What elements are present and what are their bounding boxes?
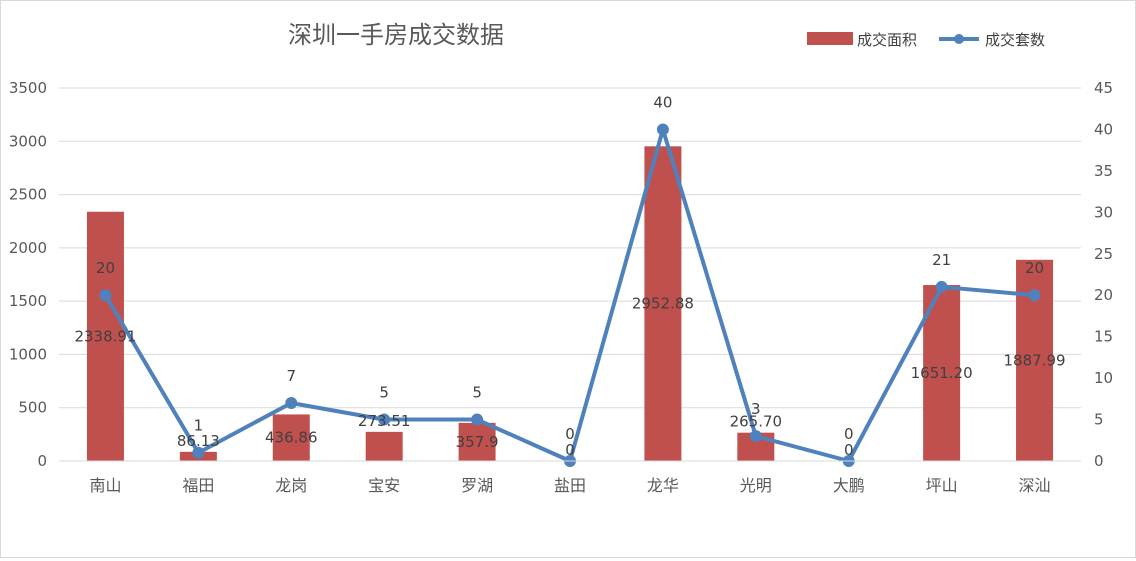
line-data-label: 0	[565, 425, 575, 443]
left-axis-tick: 500	[18, 399, 47, 417]
bar	[458, 422, 496, 461]
line-data-label: 5	[472, 384, 482, 402]
bar	[923, 285, 961, 461]
right-axis: 0 5 10 15 20 25 30 35 40 45	[1094, 79, 1113, 470]
right-axis-tick: 30	[1094, 203, 1113, 221]
bar-data-label: 0	[565, 441, 575, 459]
category-label: 光明	[740, 476, 772, 495]
line-point	[378, 413, 391, 426]
bar	[86, 211, 124, 461]
category-label: 福田	[182, 476, 214, 495]
right-axis-tick: 0	[1094, 452, 1104, 470]
right-axis-tick: 40	[1094, 120, 1113, 138]
left-axis-tick: 2500	[9, 186, 47, 204]
left-axis-tick: 1000	[9, 345, 47, 363]
line-data-label: 0	[844, 425, 854, 443]
bar-data-label: 265.70	[730, 413, 783, 431]
line-point	[656, 123, 669, 136]
line-data-label: 3	[751, 400, 761, 418]
line-point	[285, 396, 298, 409]
bar-data-label: 273.51	[358, 412, 411, 430]
category-label: 罗湖	[461, 476, 493, 495]
chart-title: 深圳一手房成交数据	[288, 21, 504, 49]
category-label: 深汕	[1019, 476, 1051, 495]
category-label: 南山	[89, 476, 121, 495]
right-axis-tick: 25	[1094, 245, 1113, 263]
right-axis-tick: 35	[1094, 162, 1113, 180]
right-axis-tick: 15	[1094, 328, 1113, 346]
line-data-label: 5	[379, 384, 389, 402]
bar-data-label: 0	[844, 441, 854, 459]
right-axis-tick: 10	[1094, 369, 1113, 387]
legend-line-marker	[954, 34, 964, 44]
category-label: 宝安	[368, 476, 400, 495]
bar-data-label: 1887.99	[1004, 351, 1066, 369]
legend-label-count: 成交套数	[985, 31, 1045, 49]
line-point	[99, 289, 112, 302]
left-axis-tick: 2000	[9, 239, 47, 257]
line-data-label: 40	[653, 93, 672, 111]
line-point	[749, 430, 762, 443]
line-data-label: 20	[1025, 259, 1044, 277]
category-label: 龙岗	[275, 476, 307, 495]
bar-data-label: 357.9	[456, 433, 499, 451]
line-data-label: 7	[286, 367, 296, 385]
category-axis: 南山 福田 龙岗 宝安 罗湖 盐田 龙华 光明 大鹏 坪山 深汕	[59, 460, 1081, 495]
bar	[644, 146, 682, 461]
right-axis-tick: 20	[1094, 286, 1113, 304]
left-axis-tick: 3500	[9, 79, 47, 97]
line-data-label: 1	[194, 417, 204, 435]
legend-label-area: 成交面积	[857, 31, 917, 49]
legend: 成交面积 成交套数	[807, 31, 1045, 49]
category-label: 盐田	[554, 476, 586, 495]
bar-data-label: 86.13	[177, 432, 220, 450]
bar-data-label: 1651.20	[911, 364, 973, 382]
line-point	[192, 446, 205, 459]
left-axis: 0 500 1000 1500 2000 2500 3000 3500	[9, 79, 47, 470]
bar-data-label: 2338.91	[74, 327, 136, 345]
category-label: 龙华	[647, 476, 679, 495]
line-series	[99, 123, 1041, 467]
legend-bar-swatch	[807, 32, 853, 45]
bar-data-label: 436.86	[265, 429, 318, 447]
left-axis-tick: 3000	[9, 132, 47, 150]
left-axis-tick: 0	[37, 452, 47, 470]
line-point	[471, 413, 484, 426]
bar-data-label: 2952.88	[632, 295, 694, 313]
right-axis-tick: 45	[1094, 79, 1113, 97]
line-data-label: 21	[932, 251, 951, 269]
category-label: 大鹏	[833, 476, 865, 495]
category-label: 坪山	[926, 476, 958, 495]
data-labels: 2338.91 86.13 436.86 273.51 357.9 0 2952.88 265…	[74, 93, 1065, 459]
left-axis-tick: 1500	[9, 292, 47, 310]
line-data-label: 20	[96, 259, 115, 277]
right-axis-tick: 5	[1094, 411, 1104, 429]
bar	[365, 431, 403, 461]
line-point	[935, 280, 948, 293]
line-point	[1028, 289, 1041, 302]
bar-series	[86, 146, 1054, 461]
bar	[272, 414, 310, 461]
line-path	[103, 127, 1035, 463]
